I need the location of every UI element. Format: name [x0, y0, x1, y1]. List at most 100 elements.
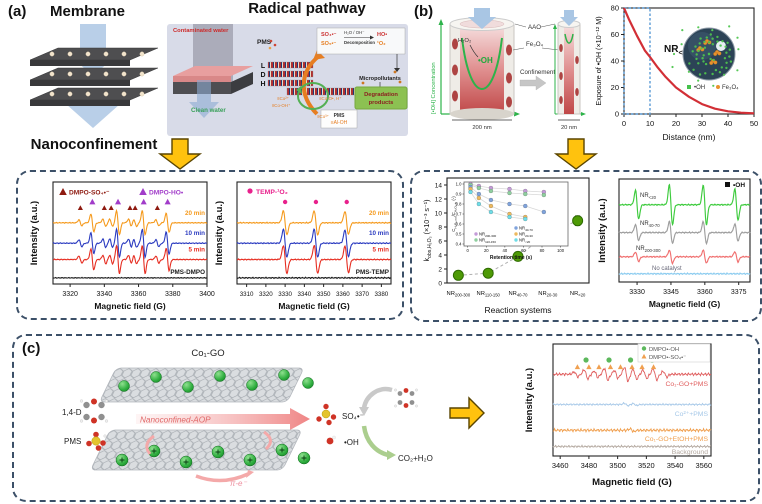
oh-dot: [729, 60, 733, 63]
y-tick-label: 20: [611, 83, 619, 92]
inset-y-tick-label: 0.5: [456, 232, 462, 237]
graphene-sheet-top: [100, 367, 303, 403]
micropollutant-dot: [398, 80, 402, 84]
y-tick-label: 40: [611, 57, 619, 66]
pms-label: PMS: [257, 39, 272, 46]
ldh-letter: L: [261, 63, 266, 70]
membrane-layer-top: [29, 47, 159, 61]
x-tick-label: 30: [698, 119, 706, 128]
oh-dot: [703, 46, 707, 49]
oh-dot-outside: [671, 65, 674, 69]
inset-legend-dot-icon: [514, 226, 518, 230]
series-label: Background: [672, 449, 708, 456]
series-label: NR200-300: [636, 246, 661, 253]
pms-aloh-box: [320, 109, 358, 129]
legend-label: •OH: [694, 85, 705, 91]
inset-x-tick-label: 100: [557, 248, 565, 253]
oh-dot: [692, 68, 695, 72]
plus-sign-icon: [183, 459, 189, 465]
inset-x-axis-label: Retention time (s): [490, 255, 533, 261]
radical-pathway-art: Contaminated water Clean water PMS L D H…: [173, 24, 408, 129]
so5-radical-label: SO₅•⁻: [321, 41, 336, 47]
aao-pointer: [540, 23, 556, 28]
y-tick-label: 14: [435, 182, 443, 189]
clean-water-label: Clean water: [191, 107, 226, 114]
panel-a-results-box: [16, 170, 404, 320]
x-tick-label: 10: [646, 119, 654, 128]
membrane-pore-dot: [85, 91, 91, 97]
chart-epr-temp: 3310 3320 3330 3340 3350 3360 3370 3380 Magnetic…: [214, 181, 392, 311]
co2plus-label: ≡Co²⁺: [277, 96, 289, 101]
category-label: NR20-30: [538, 291, 558, 298]
x-tick-label: 3520: [638, 461, 655, 470]
co-oh-label: ≡Co-OH⁺: [272, 103, 291, 108]
catalyst-cycle: [297, 82, 329, 110]
yellow-arrow-a-icon: [157, 138, 203, 170]
plus-sign-icon: [301, 455, 307, 461]
oh-dot: [697, 49, 700, 52]
marker-dot-icon: [606, 357, 612, 363]
series-label: PMS-DMPO: [170, 269, 205, 276]
pms-dot: [268, 46, 272, 50]
oh-dot: [695, 57, 698, 61]
legend-label: DMPO•-OH: [649, 347, 679, 353]
mineralization-arrowhead: [387, 450, 396, 460]
co-atom: [150, 371, 162, 383]
membrane-art: [29, 24, 159, 128]
oh-dot-outside: [681, 29, 684, 32]
legend-dot-icon: [641, 346, 647, 351]
confinement-zone-box: [623, 7, 651, 115]
membrane-pore-dot: [49, 51, 55, 57]
inset-y-tick-label: 1.0: [456, 182, 462, 187]
inset-legend-dot-icon: [514, 238, 518, 242]
membrane-pore-dot: [103, 91, 109, 97]
panel-c-schematic: Co₁-GO Nanoconfined-AOP π-e⁻ 1,4-D: [62, 348, 433, 488]
mineralization-arrow: [361, 425, 389, 458]
inset-legend-label: NR110-150: [479, 238, 496, 244]
epr-series-1: [552, 401, 712, 407]
aao-label: AAO: [528, 24, 541, 31]
inset-data-point: [507, 186, 512, 192]
oh-dot: [705, 36, 708, 39]
oh-dot-outside: [712, 84, 715, 87]
decomposition-label: Decomposition: [344, 40, 375, 45]
oh-dot: [704, 72, 707, 75]
epr-series-2: [618, 249, 751, 266]
x-tick-label: 3330: [278, 291, 292, 298]
inset-data-point: [488, 209, 494, 215]
category-label: NR<20: [570, 291, 586, 298]
inset-legend-label: NR<20: [519, 238, 531, 244]
oh-dot: [728, 55, 731, 58]
inset-y-tick-label: 0.6: [456, 222, 462, 227]
pi-electron-arrowhead: [246, 470, 254, 478]
epr-series-3: [552, 444, 711, 449]
series-label: 10 min: [185, 230, 205, 237]
marker-triangle-icon: [574, 364, 581, 370]
membrane-pore-dot: [67, 51, 73, 57]
plus-sign-icon: [247, 457, 253, 463]
inset-data-point: [468, 189, 473, 195]
scalebar-small-label: 20 nm: [561, 125, 577, 131]
yellow-arrow-c-icon: [449, 396, 485, 430]
oh-dot: [716, 35, 719, 39]
membrane-pore-dot: [103, 51, 109, 57]
oh-profile-small: [564, 33, 574, 44]
co-single-atoms-top: [118, 369, 314, 393]
ldh-layer-bar: [267, 61, 314, 69]
epr-series-0: [53, 208, 208, 237]
membrane-pore-dot: [139, 91, 145, 97]
fe3o4-cluster-dot: [717, 51, 722, 56]
oh-dot: [704, 62, 708, 66]
membrane-slab-edge: [173, 76, 231, 82]
micropollutant-dot: [393, 70, 397, 74]
inset-y-tick-label: 0.9: [456, 192, 462, 197]
pms-c-label: PMS: [64, 437, 81, 446]
oh-dot-outside: [736, 36, 739, 39]
inset-data-point: [488, 197, 494, 203]
reaction-box: [316, 27, 406, 55]
legend-label: DMPO-SO₄•⁻: [69, 190, 110, 197]
oh-exposure-curve: [622, 7, 755, 115]
oh-dot: [709, 33, 712, 36]
chart-epr-co-go: 3460 3480 3500 3520 3540 3560 Magnetic field (…: [524, 343, 712, 488]
